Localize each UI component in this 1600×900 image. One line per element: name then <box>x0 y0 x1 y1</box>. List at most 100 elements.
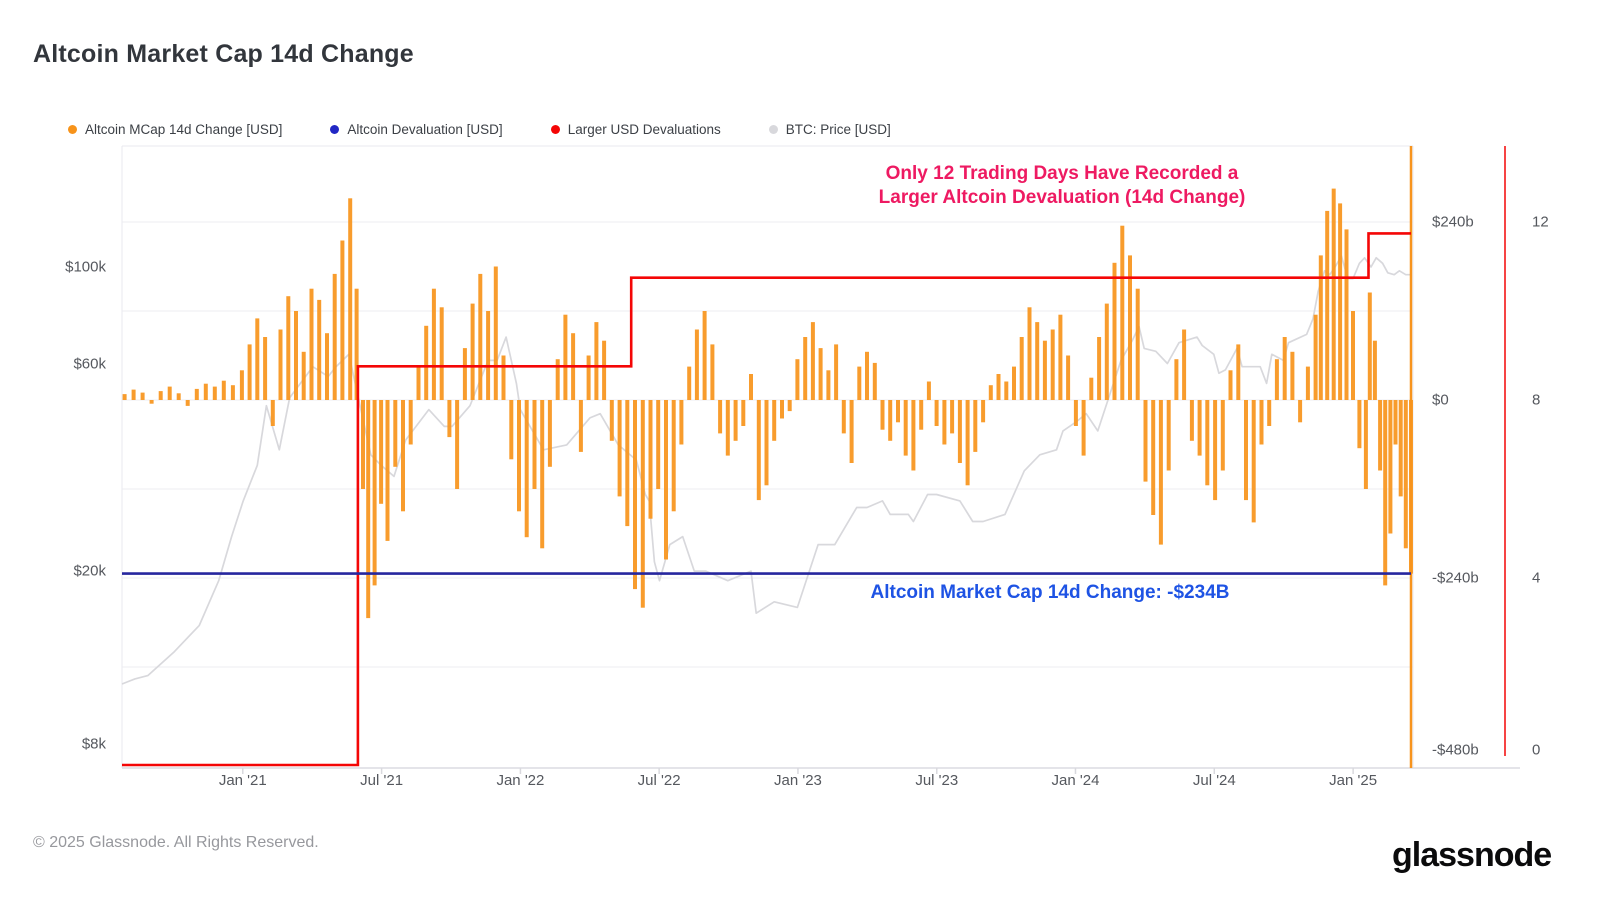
x-axis-tick-label: Jul '22 <box>637 772 681 789</box>
mcap-change-bar <box>872 362 877 400</box>
mcap-change-bar <box>687 366 692 400</box>
mcap-change-bar <box>517 400 521 512</box>
mcap-change-bar <box>1228 370 1233 400</box>
mcap-change-bar <box>379 400 384 504</box>
x-axis-tick-label: Jan '21 <box>218 772 267 789</box>
legend: Altcoin MCap 14d Change [USD] Altcoin Dev… <box>68 122 891 137</box>
mcap-change-bar <box>694 329 699 400</box>
mcap-change-bar <box>865 351 869 400</box>
mcap-change-bar <box>594 322 599 400</box>
mcap-change-bar <box>1073 400 1078 426</box>
legend-item-label: Altcoin Devaluation [USD] <box>347 122 503 137</box>
mcap-change-bar <box>1318 255 1323 400</box>
mcap-change-bar <box>294 311 298 400</box>
legend-item-3[interactable]: BTC: Price [USD] <box>768 122 891 137</box>
count-axis-tick-label: 8 <box>1532 391 1541 409</box>
mcap-change-bar <box>212 386 217 400</box>
mcap-change-bar <box>911 400 916 471</box>
mcap-change-bar <box>270 400 275 426</box>
mcap-change-bar <box>366 400 371 619</box>
larger-devaluations-step-line <box>122 232 1411 767</box>
usd-axis-tick-label: $0 <box>1432 391 1449 409</box>
mcap-change-bar <box>547 400 552 467</box>
mcap-change-bar <box>1351 311 1355 400</box>
mcap-change-bar <box>656 400 661 489</box>
mcap-change-bar <box>1174 359 1179 400</box>
mcap-change-bar <box>1089 377 1094 400</box>
mcap-change-bar <box>942 400 947 445</box>
mcap-change-bar <box>524 400 529 538</box>
mcap-change-bar <box>1213 400 1218 501</box>
legend-item-1[interactable]: Altcoin Devaluation [USD] <box>330 122 503 137</box>
mcap-change-bar <box>203 383 208 400</box>
legend-item-2[interactable]: Larger USD Devaluations <box>550 122 721 137</box>
glassnode-logo: glassnode <box>1392 836 1552 874</box>
mcap-change-bar <box>996 374 1001 400</box>
mcap-change-bar <box>1166 400 1171 471</box>
mcap-change-bar <box>1398 400 1403 497</box>
price-axis-tick-label: $100k <box>65 258 106 276</box>
mcap-change-bar <box>221 380 226 400</box>
mcap-change-bar <box>509 400 514 460</box>
mcap-change-bar <box>278 329 283 400</box>
price-axis-tick-label: $8k <box>81 735 106 753</box>
mcap-change-bar <box>431 288 436 400</box>
mcap-change-bar <box>857 366 862 400</box>
mcap-change-bar <box>1042 340 1047 400</box>
x-axis-tick-label: Jan '24 <box>1051 772 1100 789</box>
mcap-change-bar <box>1050 329 1055 400</box>
mcap-change-bar <box>239 370 244 400</box>
mcap-change-bar <box>1344 229 1349 400</box>
legend-dot-icon <box>330 125 340 134</box>
mcap-change-bar <box>194 388 199 400</box>
x-axis-tick-label: Jan '23 <box>773 772 822 789</box>
mcap-change-bar <box>896 400 900 423</box>
legend-dot-icon <box>550 125 560 134</box>
mcap-change-bar <box>1363 400 1368 489</box>
count-axis-tick-label: 0 <box>1532 741 1541 759</box>
mcap-change-bar <box>741 400 746 426</box>
mcap-change-bar <box>756 400 761 501</box>
mcap-change-bar <box>1035 322 1040 400</box>
mcap-change-bar <box>470 303 475 400</box>
mcap-change-bar <box>1388 400 1393 534</box>
x-axis-tick-label: Jan '25 <box>1329 772 1378 789</box>
mcap-change-bar <box>493 266 498 400</box>
mcap-change-bar <box>903 400 908 456</box>
mcap-change-bar <box>780 400 784 419</box>
mcap-change-bar <box>810 322 815 400</box>
mcap-change-bar <box>1097 337 1102 400</box>
mcap-change-bar <box>486 311 491 400</box>
annotation-larger-devaluations: Only 12 Trading Days Have Recorded a Lar… <box>862 162 1262 210</box>
mcap-change-bar <box>919 400 924 430</box>
legend-item-label: BTC: Price [USD] <box>785 122 891 137</box>
mcap-change-bar <box>648 400 653 519</box>
page-title: Altcoin Market Cap 14d Change <box>33 40 414 68</box>
mcap-change-bar <box>332 273 337 400</box>
legend-item-0[interactable]: Altcoin MCap 14d Change [USD] <box>68 122 282 137</box>
mcap-change-bar <box>340 240 345 400</box>
mcap-change-bar <box>1236 344 1241 400</box>
mcap-change-bar <box>555 359 560 400</box>
mcap-change-bar <box>301 351 306 400</box>
mcap-change-bar <box>1112 262 1117 400</box>
legend-item-label: Larger USD Devaluations <box>567 122 721 137</box>
mcap-change-bar <box>532 400 537 489</box>
mcap-change-bar <box>1305 366 1310 400</box>
mcap-change-bar <box>149 400 154 404</box>
mcap-change-bar <box>602 340 607 400</box>
usd-axis-tick-label: -$240b <box>1432 569 1479 587</box>
mcap-change-bar <box>1338 203 1343 400</box>
mcap-change-bar <box>317 299 322 400</box>
price-axis-tick-label: $20k <box>73 562 106 580</box>
mcap-change-bar <box>1143 400 1148 482</box>
mcap-change-bar <box>1135 288 1140 400</box>
annotation-pink-line1: Only 12 Trading Days Have Recorded a <box>885 163 1239 184</box>
annotation-current-change: Altcoin Market Cap 14d Change: -$234B <box>870 582 1230 603</box>
mcap-change-bar <box>1058 314 1063 400</box>
mcap-change-bar <box>309 288 314 400</box>
mcap-change-bar <box>1357 400 1362 449</box>
mcap-change-bar <box>957 400 962 463</box>
